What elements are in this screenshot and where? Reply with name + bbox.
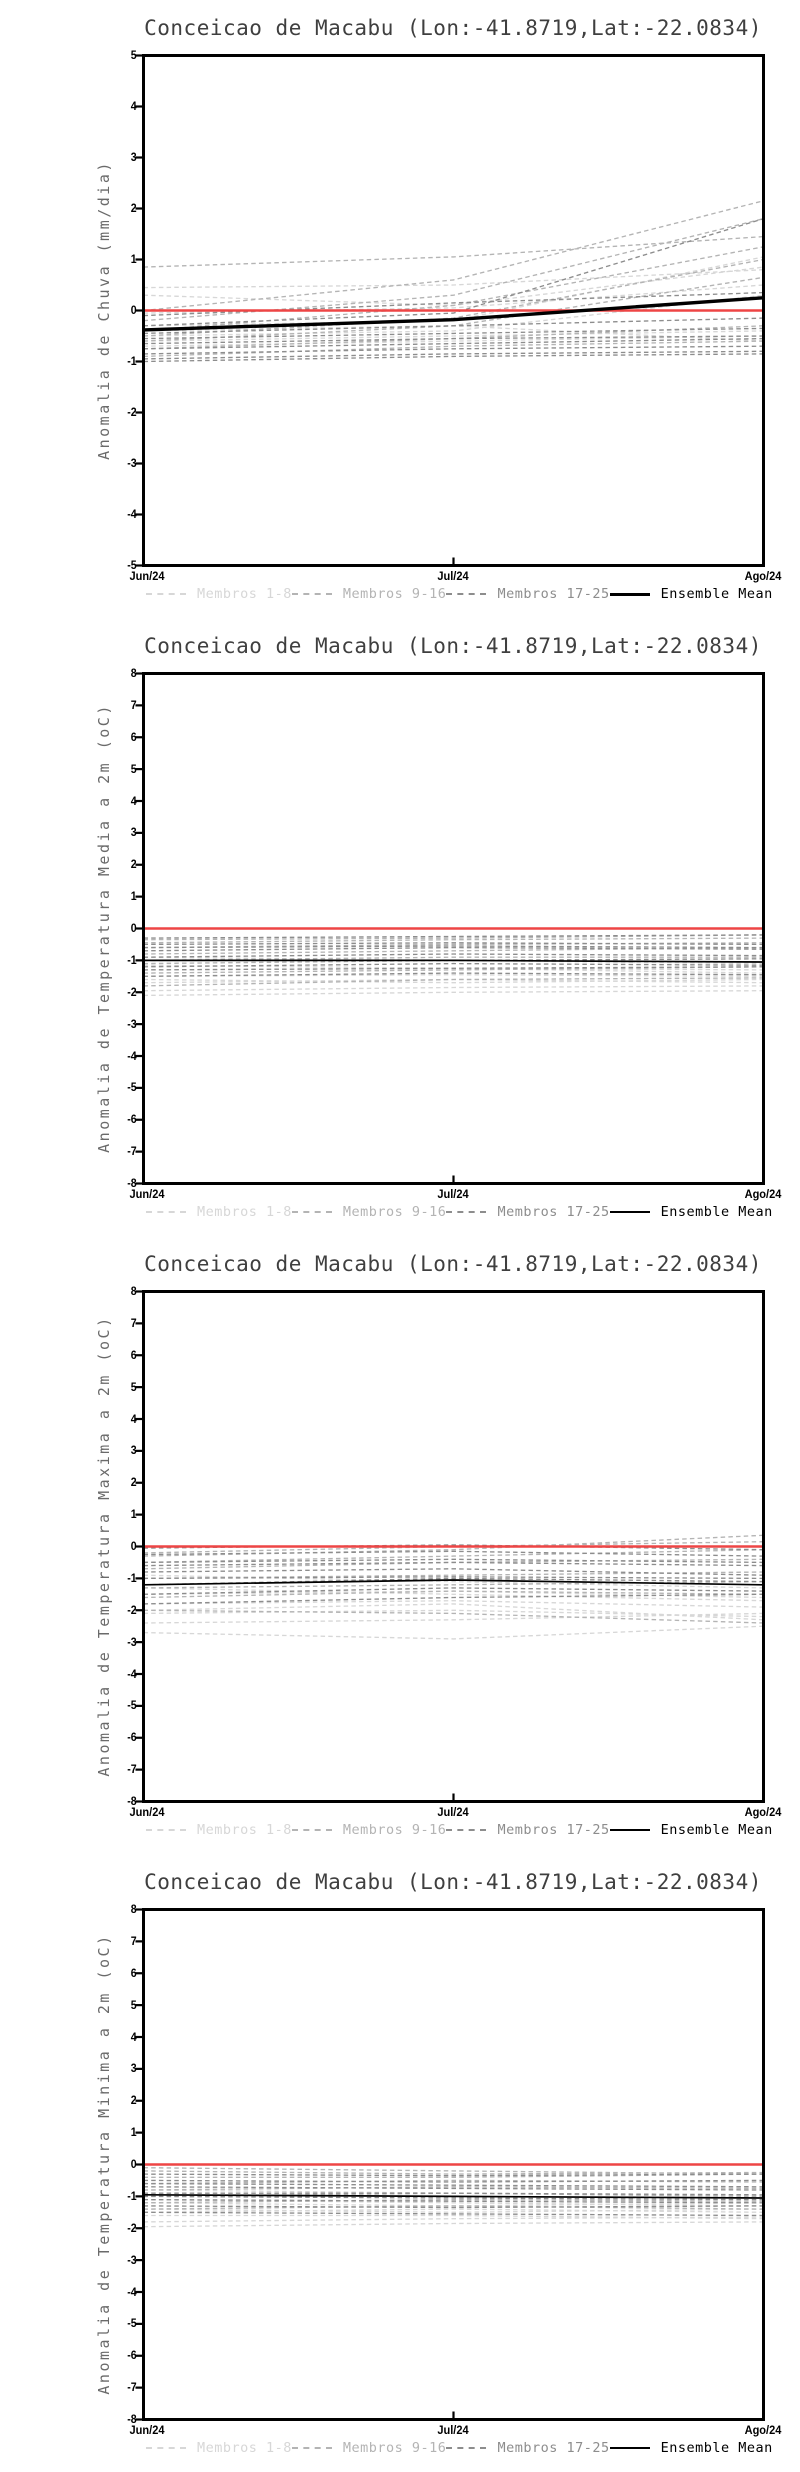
legend: Membros 1-8 Membros 9-16 Membros 17-25 E… xyxy=(146,1204,772,1220)
chart-title: Conceicao de Macabu (Lon:-41.8719,Lat:-2… xyxy=(144,16,762,40)
legend-item-members-1-8: Membros 1-8 xyxy=(146,2440,292,2456)
legend-item-members-17-25: Membros 17-25 xyxy=(446,1822,609,1838)
legend-label: Membros 9-16 xyxy=(342,1204,447,1220)
dashed-line-swatch xyxy=(446,1211,487,1213)
solid-line-swatch xyxy=(609,592,650,596)
dashed-line-swatch xyxy=(291,1829,332,1831)
legend-label: Membros 9-16 xyxy=(342,2440,447,2456)
legend-item-members-17-25: Membros 17-25 xyxy=(446,586,609,602)
legend-label: Membros 9-16 xyxy=(342,1822,447,1838)
plot-area xyxy=(135,1908,765,2421)
ensemble-forecast-chart-temp-maxima: Conceicao de Macabu (Lon:-41.8719,Lat:-2… xyxy=(0,1236,800,1854)
dashed-line-swatch xyxy=(291,1211,332,1213)
legend-item-ensemble-mean: Ensemble Mean xyxy=(609,1822,773,1838)
ensemble-forecast-chart-chuva: Conceicao de Macabu (Lon:-41.8719,Lat:-2… xyxy=(0,0,800,618)
ensemble-forecast-chart-temp-minima: Conceicao de Macabu (Lon:-41.8719,Lat:-2… xyxy=(0,1854,800,2472)
legend-item-members-17-25: Membros 17-25 xyxy=(446,1204,609,1220)
legend-label: Ensemble Mean xyxy=(660,1204,773,1220)
plot-area xyxy=(135,54,765,567)
plot-area xyxy=(135,1290,765,1803)
legend-label: Ensemble Mean xyxy=(660,586,773,602)
legend-item-members-9-16: Membros 9-16 xyxy=(291,586,447,602)
legend-label: Membros 1-8 xyxy=(197,2440,292,2456)
legend-item-members-1-8: Membros 1-8 xyxy=(146,1822,292,1838)
legend: Membros 1-8 Membros 9-16 Membros 17-25 E… xyxy=(146,1822,772,1838)
legend-label: Membros 1-8 xyxy=(197,1204,292,1220)
legend-label: Membros 1-8 xyxy=(197,1822,292,1838)
plot-area xyxy=(135,672,765,1185)
dashed-line-swatch xyxy=(446,2447,487,2449)
legend-item-ensemble-mean: Ensemble Mean xyxy=(609,1204,773,1220)
legend-label: Membros 9-16 xyxy=(342,586,447,602)
legend-label: Membros 17-25 xyxy=(497,586,610,602)
chart-title: Conceicao de Macabu (Lon:-41.8719,Lat:-2… xyxy=(144,634,762,658)
dashed-line-swatch xyxy=(291,2447,332,2449)
legend-label: Membros 17-25 xyxy=(497,2440,610,2456)
legend-item-ensemble-mean: Ensemble Mean xyxy=(609,586,773,602)
legend-label: Membros 17-25 xyxy=(497,1204,610,1220)
legend-item-members-9-16: Membros 9-16 xyxy=(291,1822,447,1838)
dashed-line-swatch xyxy=(146,593,186,595)
legend-item-members-1-8: Membros 1-8 xyxy=(146,586,292,602)
chart-title: Conceicao de Macabu (Lon:-41.8719,Lat:-2… xyxy=(144,1870,762,1894)
ensemble-forecast-chart-temp-media: Conceicao de Macabu (Lon:-41.8719,Lat:-2… xyxy=(0,618,800,1236)
chart-title: Conceicao de Macabu (Lon:-41.8719,Lat:-2… xyxy=(144,1252,762,1276)
legend: Membros 1-8 Membros 9-16 Membros 17-25 E… xyxy=(146,2440,772,2456)
dashed-line-swatch xyxy=(446,593,487,595)
legend-item-members-9-16: Membros 9-16 xyxy=(291,1204,447,1220)
legend-label: Membros 1-8 xyxy=(197,586,292,602)
solid-line-swatch xyxy=(609,1211,650,1213)
legend-label: Membros 17-25 xyxy=(497,1822,610,1838)
legend-item-ensemble-mean: Ensemble Mean xyxy=(609,2440,773,2456)
dashed-line-swatch xyxy=(146,2447,186,2449)
dashed-line-swatch xyxy=(146,1211,186,1213)
dashed-line-swatch xyxy=(446,1829,487,1831)
legend-item-members-9-16: Membros 9-16 xyxy=(291,2440,447,2456)
legend-label: Ensemble Mean xyxy=(660,2440,773,2456)
solid-line-swatch xyxy=(609,1829,650,1831)
legend-label: Ensemble Mean xyxy=(660,1822,773,1838)
solid-line-swatch xyxy=(609,2447,650,2449)
dashed-line-swatch xyxy=(291,593,332,595)
legend: Membros 1-8 Membros 9-16 Membros 17-25 E… xyxy=(146,586,772,602)
legend-item-members-17-25: Membros 17-25 xyxy=(446,2440,609,2456)
legend-item-members-1-8: Membros 1-8 xyxy=(146,1204,292,1220)
dashed-line-swatch xyxy=(146,1829,186,1831)
